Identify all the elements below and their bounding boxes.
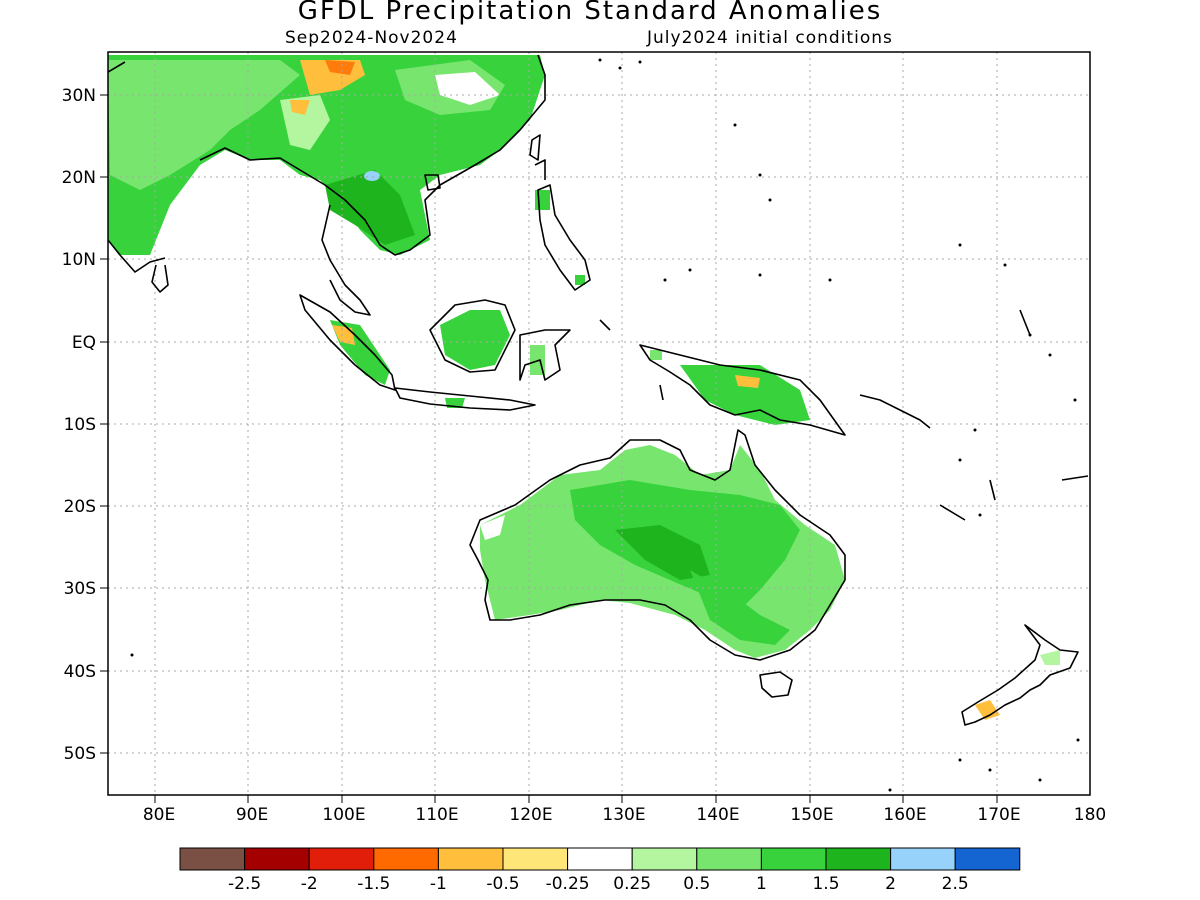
coast-borneo xyxy=(429,299,516,373)
colorbar-swatch-9 xyxy=(760,847,827,871)
colorbar-swatch-3 xyxy=(373,847,439,871)
colorbar-tick-label: 2 xyxy=(885,874,896,894)
lat-label-10s: 10S xyxy=(64,415,96,435)
lat-axis xyxy=(100,94,108,754)
colorbar-swatch-12 xyxy=(954,847,1021,871)
colorbar-tick-label: -0.5 xyxy=(486,874,519,894)
forecast-period: Sep2024-Nov2024 xyxy=(285,28,458,48)
colorbar-swatch-2 xyxy=(308,847,375,871)
colorbar-swatch-1 xyxy=(244,847,310,871)
lat-label-20s: 20S xyxy=(64,497,96,517)
coast-tasmania xyxy=(759,671,793,698)
lon-label-170e: 170E xyxy=(977,805,1020,825)
coastlines xyxy=(108,54,1089,726)
coast-philippines xyxy=(534,159,591,291)
colorbar-swatch-11 xyxy=(890,847,956,871)
lon-label-80e: 80E xyxy=(143,805,175,825)
colorbar-swatch-8 xyxy=(696,847,762,871)
lon-label-140e: 140E xyxy=(696,805,739,825)
lon-axis xyxy=(154,795,998,803)
coast-hainan xyxy=(424,174,441,191)
anomaly-shading-australia xyxy=(480,445,1060,720)
coast-taiwan xyxy=(529,134,541,161)
coast-sulawesi xyxy=(519,329,571,381)
lon-label-100e: 100E xyxy=(322,805,365,825)
coast-new-zealand xyxy=(961,624,1079,726)
lat-lon-grid xyxy=(108,52,1090,795)
coast-australia xyxy=(469,429,846,661)
lon-label-130e: 130E xyxy=(602,805,645,825)
colorbar-tick-label: 1.5 xyxy=(812,874,839,894)
lat-label-50s: 50S xyxy=(64,744,96,764)
colorbar xyxy=(179,847,1021,871)
coast-malay-peninsula xyxy=(321,204,371,316)
lat-label-30s: 30S xyxy=(64,579,96,599)
colorbar-tick-label: -0.25 xyxy=(546,874,590,894)
lon-label-160e: 160E xyxy=(883,805,926,825)
coast-asia xyxy=(108,54,546,293)
colorbar-tick-label: -2.5 xyxy=(228,874,261,894)
lat-label-10n: 10N xyxy=(62,250,96,270)
initial-conditions: July2024 initial conditions xyxy=(647,28,893,48)
colorbar-tick-label: 0.5 xyxy=(683,874,710,894)
lat-label-eq: EQ xyxy=(72,333,96,353)
lon-label-90e: 90E xyxy=(236,805,268,825)
lat-label-20n: 20N xyxy=(62,168,96,188)
coast-new-guinea xyxy=(639,344,846,436)
coast-pacific-islands xyxy=(599,309,1089,521)
colorbar-tick-label: 2.5 xyxy=(942,874,969,894)
island-dots xyxy=(130,58,1080,792)
colorbar-tick-label: 1 xyxy=(756,874,767,894)
lon-label-120e: 120E xyxy=(509,805,552,825)
map-title: GFDL Precipitation Standard Anomalies xyxy=(297,0,883,26)
colorbar-swatch-7 xyxy=(631,847,698,871)
colorbar-swatch-6 xyxy=(567,847,633,871)
colorbar-tick-label: -2 xyxy=(301,874,318,894)
lat-label-40s: 40S xyxy=(64,662,96,682)
colorbar-tick-label: -1 xyxy=(430,874,447,894)
lon-label-180: 180 xyxy=(1074,805,1106,825)
colorbar-swatch-4 xyxy=(437,847,504,871)
lat-label-30n: 30N xyxy=(62,86,96,106)
colorbar-tick-label: 0.25 xyxy=(613,874,651,894)
coast-sumatra xyxy=(299,294,396,391)
colorbar-swatch-5 xyxy=(502,847,569,871)
lon-label-110e: 110E xyxy=(415,805,458,825)
anomaly-shading-maritime xyxy=(440,190,810,425)
colorbar-swatch-0 xyxy=(179,847,246,871)
coast-java xyxy=(394,387,536,411)
anomaly-shading-asia xyxy=(108,55,545,385)
colorbar-tick-label: -1.5 xyxy=(357,874,390,894)
colorbar-swatch-10 xyxy=(825,847,892,871)
lon-label-150e: 150E xyxy=(790,805,833,825)
